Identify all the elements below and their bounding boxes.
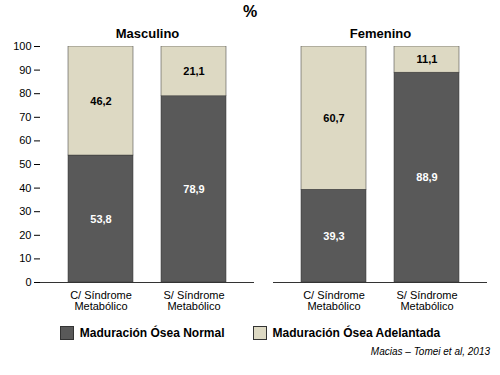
html-text:Maduración Ósea Adelantada: Maduración Ósea Adelantada: [272, 325, 441, 340]
svg-text:C/ SíndromeMetabólico: C/ SíndromeMetabólico: [303, 289, 365, 312]
svg-text:Femenino: Femenino: [350, 26, 411, 41]
svg-text:80: 80: [19, 87, 31, 99]
svg-text:21,1: 21,1: [183, 65, 204, 77]
svg-text:70: 70: [19, 111, 31, 123]
svg-text:30: 30: [19, 205, 31, 217]
svg-text:50: 50: [19, 158, 31, 170]
html-text:Maduración Ósea Normal: Maduración Ósea Normal: [79, 325, 225, 340]
svg-text:46,2: 46,2: [90, 95, 111, 107]
svg-text:88,9: 88,9: [416, 171, 437, 183]
svg-text:60: 60: [19, 134, 31, 146]
svg-text:Masculino: Masculino: [116, 26, 180, 41]
html-text:Macias – Tomei et al, 2013: Macias – Tomei et al, 2013: [370, 346, 490, 357]
svg-text:39,3: 39,3: [323, 230, 344, 242]
svg-text:C/ SíndromeMetabólico: C/ SíndromeMetabólico: [70, 289, 132, 312]
svg-text:53,8: 53,8: [90, 213, 111, 225]
svg-text:S/ SíndromeMetabólico: S/ SíndromeMetabólico: [163, 289, 224, 312]
svg-text:60,7: 60,7: [323, 112, 344, 124]
svg-text:0: 0: [25, 276, 31, 288]
svg-text:11,1: 11,1: [417, 53, 438, 65]
svg-text:10: 10: [19, 252, 31, 264]
svg-text:S/ SíndromeMetabólico: S/ SíndromeMetabólico: [396, 289, 457, 312]
svg-text:90: 90: [19, 64, 31, 76]
svg-text:40: 40: [19, 182, 31, 194]
svg-text:20: 20: [19, 229, 31, 241]
svg-text:78,9: 78,9: [183, 183, 204, 195]
svg-text:100: 100: [13, 40, 31, 52]
